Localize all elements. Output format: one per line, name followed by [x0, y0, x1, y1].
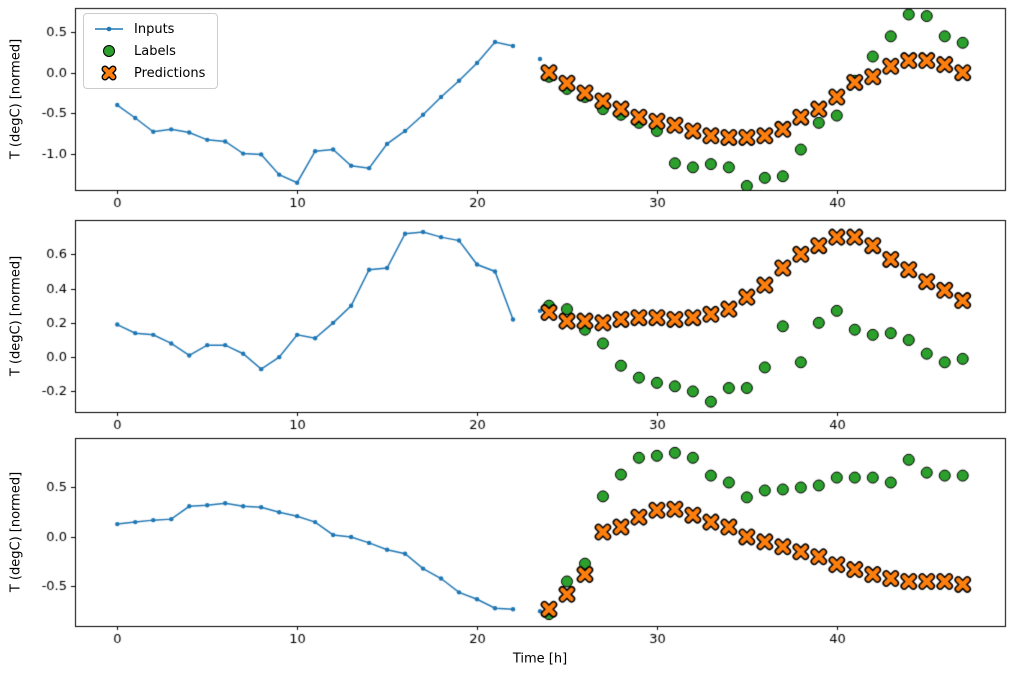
labels-circle-icon [92, 43, 126, 59]
subplot-3-ylabel: T (degC) [normed] [8, 471, 24, 593]
legend-item-inputs: Inputs [92, 21, 205, 37]
legend: Inputs Labels Predictions [83, 13, 219, 89]
legend-item-predictions: Predictions [92, 65, 205, 81]
x-axis-label: Time [h] [512, 651, 568, 667]
subplot-1-ylabel: T (degC) [normed] [8, 38, 24, 160]
legend-item-labels: Labels [92, 43, 205, 59]
inputs-line-dot-icon [92, 21, 126, 37]
predictions-x-icon [92, 65, 126, 81]
legend-label-predictions: Predictions [134, 65, 206, 81]
legend-label-labels: Labels [134, 43, 176, 59]
subplot-2-ylabel: T (degC) [normed] [8, 255, 24, 377]
legend-label-inputs: Inputs [134, 21, 175, 37]
